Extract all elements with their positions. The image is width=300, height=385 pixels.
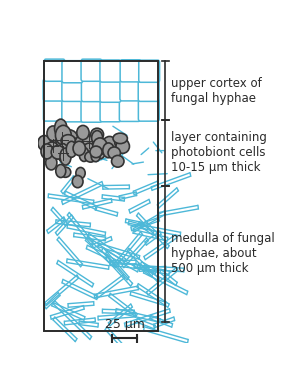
Ellipse shape (103, 143, 114, 158)
Ellipse shape (92, 131, 103, 145)
Ellipse shape (47, 140, 58, 151)
Ellipse shape (66, 141, 77, 157)
Ellipse shape (60, 167, 71, 177)
Ellipse shape (41, 144, 53, 159)
Ellipse shape (77, 126, 89, 140)
Ellipse shape (56, 126, 71, 145)
Ellipse shape (73, 141, 85, 156)
Ellipse shape (55, 119, 67, 137)
Ellipse shape (47, 126, 59, 141)
Ellipse shape (58, 144, 69, 162)
Ellipse shape (72, 176, 83, 188)
FancyBboxPatch shape (62, 79, 83, 101)
Ellipse shape (56, 132, 68, 147)
Ellipse shape (56, 164, 66, 177)
FancyBboxPatch shape (62, 100, 83, 122)
Ellipse shape (112, 156, 124, 167)
FancyBboxPatch shape (81, 79, 102, 102)
FancyBboxPatch shape (120, 60, 141, 82)
FancyBboxPatch shape (119, 99, 140, 121)
Ellipse shape (62, 130, 78, 148)
FancyBboxPatch shape (138, 79, 159, 101)
Ellipse shape (45, 151, 58, 161)
Ellipse shape (82, 134, 95, 148)
Ellipse shape (60, 148, 71, 165)
FancyBboxPatch shape (44, 59, 65, 81)
Ellipse shape (79, 147, 89, 161)
Ellipse shape (52, 136, 67, 154)
Ellipse shape (38, 136, 51, 151)
FancyBboxPatch shape (100, 80, 121, 102)
FancyBboxPatch shape (62, 61, 83, 83)
Ellipse shape (67, 137, 78, 151)
Ellipse shape (82, 143, 96, 159)
Ellipse shape (61, 135, 75, 147)
FancyBboxPatch shape (81, 59, 102, 81)
Ellipse shape (93, 138, 107, 154)
Text: layer containing
photobiont cells
10-15 μm thick: layer containing photobiont cells 10-15 … (171, 131, 267, 174)
Ellipse shape (115, 136, 128, 149)
Ellipse shape (93, 138, 108, 153)
Ellipse shape (113, 133, 127, 144)
Ellipse shape (103, 136, 117, 152)
Ellipse shape (75, 136, 88, 149)
FancyBboxPatch shape (100, 100, 121, 122)
FancyBboxPatch shape (81, 100, 102, 122)
Ellipse shape (44, 142, 60, 160)
FancyBboxPatch shape (100, 60, 121, 82)
Ellipse shape (108, 147, 120, 159)
Text: 25 μm: 25 μm (105, 318, 145, 331)
Ellipse shape (46, 156, 57, 170)
FancyBboxPatch shape (43, 79, 64, 101)
Ellipse shape (91, 128, 103, 141)
Text: medulla of fungal
hyphae, about
500 μm thick: medulla of fungal hyphae, about 500 μm t… (171, 232, 275, 275)
FancyBboxPatch shape (44, 99, 64, 121)
FancyBboxPatch shape (139, 60, 160, 82)
Ellipse shape (116, 139, 130, 153)
FancyBboxPatch shape (120, 79, 141, 101)
FancyBboxPatch shape (138, 99, 159, 121)
Text: upper cortex of
fungal hyphae: upper cortex of fungal hyphae (171, 77, 262, 105)
Ellipse shape (95, 143, 106, 159)
Ellipse shape (90, 146, 102, 157)
Ellipse shape (85, 152, 96, 162)
Ellipse shape (76, 167, 85, 179)
Ellipse shape (51, 146, 64, 159)
Ellipse shape (91, 151, 100, 162)
